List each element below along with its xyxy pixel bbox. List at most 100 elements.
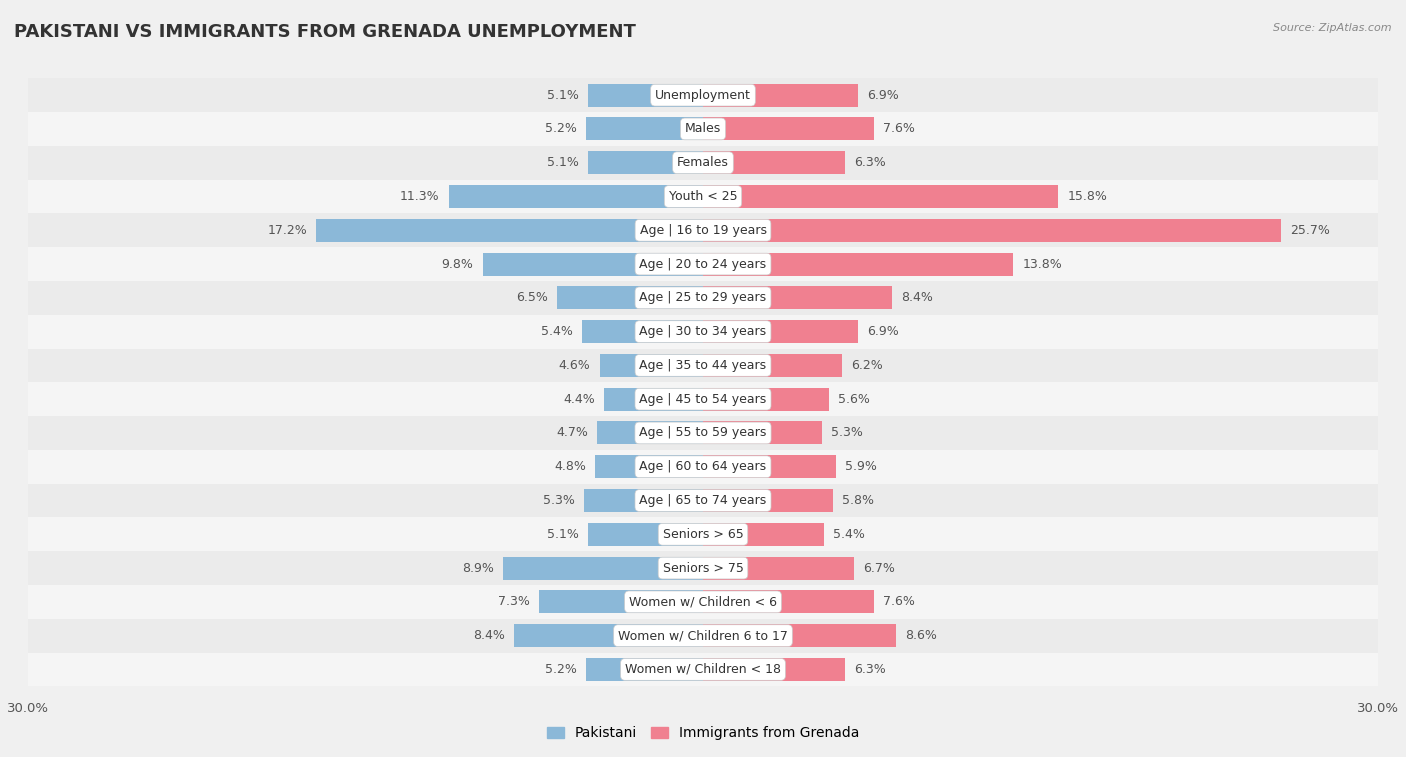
Bar	[28, 618, 1378, 653]
Text: Seniors > 75: Seniors > 75	[662, 562, 744, 575]
Bar	[703, 489, 834, 512]
Bar	[28, 112, 1378, 146]
Text: Age | 30 to 34 years: Age | 30 to 34 years	[640, 325, 766, 338]
Bar	[703, 388, 830, 410]
Text: 17.2%: 17.2%	[267, 224, 307, 237]
Text: Age | 20 to 24 years: Age | 20 to 24 years	[640, 257, 766, 270]
Bar	[703, 658, 845, 681]
Text: 5.6%: 5.6%	[838, 393, 870, 406]
Text: 5.9%: 5.9%	[845, 460, 876, 473]
Text: 7.6%: 7.6%	[883, 595, 915, 609]
Text: 6.3%: 6.3%	[853, 156, 886, 170]
Bar	[515, 625, 703, 647]
Bar	[28, 78, 1378, 112]
Text: Age | 55 to 59 years: Age | 55 to 59 years	[640, 426, 766, 440]
Bar	[595, 455, 703, 478]
Bar	[703, 185, 1059, 208]
Text: Age | 45 to 54 years: Age | 45 to 54 years	[640, 393, 766, 406]
Bar	[703, 590, 875, 613]
Text: 5.2%: 5.2%	[546, 123, 576, 136]
Bar	[703, 625, 897, 647]
Text: Youth < 25: Youth < 25	[669, 190, 737, 203]
Text: Women w/ Children 6 to 17: Women w/ Children 6 to 17	[619, 629, 787, 642]
Text: Seniors > 65: Seniors > 65	[662, 528, 744, 540]
Text: 7.6%: 7.6%	[883, 123, 915, 136]
Text: Age | 35 to 44 years: Age | 35 to 44 years	[640, 359, 766, 372]
Bar	[703, 253, 1014, 276]
Text: 6.3%: 6.3%	[853, 663, 886, 676]
Bar	[588, 151, 703, 174]
Bar	[28, 348, 1378, 382]
Text: Age | 65 to 74 years: Age | 65 to 74 years	[640, 494, 766, 507]
Text: 5.4%: 5.4%	[834, 528, 865, 540]
Text: Males: Males	[685, 123, 721, 136]
Bar	[598, 422, 703, 444]
Text: 4.6%: 4.6%	[558, 359, 591, 372]
Bar	[703, 556, 853, 580]
Bar	[28, 653, 1378, 687]
Text: 13.8%: 13.8%	[1022, 257, 1062, 270]
Bar	[503, 556, 703, 580]
Text: 15.8%: 15.8%	[1067, 190, 1108, 203]
Bar	[703, 151, 845, 174]
Bar	[605, 388, 703, 410]
Bar	[28, 213, 1378, 248]
Text: 7.3%: 7.3%	[498, 595, 530, 609]
Bar	[28, 450, 1378, 484]
Text: 5.3%: 5.3%	[543, 494, 575, 507]
Text: Women w/ Children < 6: Women w/ Children < 6	[628, 595, 778, 609]
Bar	[703, 84, 858, 107]
Text: 6.5%: 6.5%	[516, 291, 548, 304]
Text: 6.9%: 6.9%	[868, 325, 898, 338]
Text: 6.7%: 6.7%	[863, 562, 894, 575]
Text: 8.6%: 8.6%	[905, 629, 938, 642]
Text: Females: Females	[678, 156, 728, 170]
Text: 8.9%: 8.9%	[463, 562, 494, 575]
Bar	[28, 315, 1378, 348]
Text: Unemployment: Unemployment	[655, 89, 751, 101]
Legend: Pakistani, Immigrants from Grenada: Pakistani, Immigrants from Grenada	[541, 721, 865, 746]
Bar	[28, 517, 1378, 551]
Text: 5.3%: 5.3%	[831, 426, 863, 440]
Bar	[703, 117, 875, 140]
Text: 5.2%: 5.2%	[546, 663, 576, 676]
Bar	[703, 354, 842, 377]
Bar	[28, 281, 1378, 315]
Text: Age | 25 to 29 years: Age | 25 to 29 years	[640, 291, 766, 304]
Text: Age | 60 to 64 years: Age | 60 to 64 years	[640, 460, 766, 473]
Text: 5.1%: 5.1%	[547, 528, 579, 540]
Bar	[557, 286, 703, 310]
Bar	[588, 523, 703, 546]
Text: 5.8%: 5.8%	[842, 494, 875, 507]
Bar	[599, 354, 703, 377]
Text: 9.8%: 9.8%	[441, 257, 474, 270]
Bar	[28, 179, 1378, 213]
Bar	[586, 658, 703, 681]
Bar	[28, 382, 1378, 416]
Text: 4.4%: 4.4%	[564, 393, 595, 406]
Text: 4.7%: 4.7%	[557, 426, 588, 440]
Text: 6.9%: 6.9%	[868, 89, 898, 101]
Bar	[703, 219, 1281, 241]
Text: 8.4%: 8.4%	[474, 629, 505, 642]
Bar	[703, 286, 891, 310]
Text: 8.4%: 8.4%	[901, 291, 932, 304]
Text: 11.3%: 11.3%	[401, 190, 440, 203]
Text: Women w/ Children < 18: Women w/ Children < 18	[626, 663, 780, 676]
Text: 25.7%: 25.7%	[1291, 224, 1330, 237]
Bar	[703, 320, 858, 343]
Text: 4.8%: 4.8%	[554, 460, 586, 473]
Bar	[583, 489, 703, 512]
Text: 5.1%: 5.1%	[547, 156, 579, 170]
Bar	[588, 84, 703, 107]
Bar	[703, 455, 835, 478]
Text: 5.4%: 5.4%	[541, 325, 572, 338]
Bar	[28, 585, 1378, 618]
Bar	[28, 551, 1378, 585]
Bar	[703, 523, 824, 546]
Text: Source: ZipAtlas.com: Source: ZipAtlas.com	[1274, 23, 1392, 33]
Bar	[538, 590, 703, 613]
Text: 5.1%: 5.1%	[547, 89, 579, 101]
Bar	[28, 248, 1378, 281]
Bar	[586, 117, 703, 140]
